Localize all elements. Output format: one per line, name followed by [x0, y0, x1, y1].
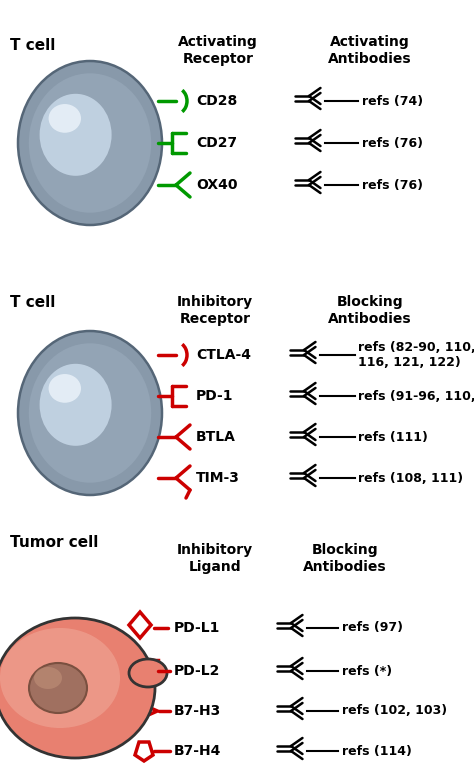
- Text: Blocking
Antibodies: Blocking Antibodies: [303, 543, 387, 574]
- Text: refs (*): refs (*): [342, 665, 392, 677]
- Text: B7-H3: B7-H3: [174, 704, 221, 718]
- Ellipse shape: [0, 618, 155, 758]
- Bar: [136, 660, 158, 682]
- Text: refs (108, 111): refs (108, 111): [358, 471, 463, 485]
- Text: OX40: OX40: [196, 178, 237, 192]
- Text: refs (74): refs (74): [362, 95, 423, 107]
- Text: Tumor cell: Tumor cell: [10, 535, 99, 550]
- Ellipse shape: [18, 61, 162, 225]
- Ellipse shape: [129, 659, 167, 687]
- Text: TIM-3: TIM-3: [196, 471, 240, 485]
- Text: Activating
Receptor: Activating Receptor: [178, 35, 258, 67]
- Text: BTLA: BTLA: [196, 430, 236, 444]
- Text: B7-H4: B7-H4: [174, 744, 221, 758]
- Text: refs (102, 103): refs (102, 103): [342, 705, 447, 717]
- Text: PD-L1: PD-L1: [174, 621, 220, 635]
- Text: refs (97): refs (97): [342, 622, 403, 634]
- Text: refs (114): refs (114): [342, 745, 412, 757]
- Text: T cell: T cell: [10, 295, 55, 310]
- Text: CTLA-4: CTLA-4: [196, 348, 251, 362]
- Text: refs (111): refs (111): [358, 431, 428, 443]
- Ellipse shape: [18, 331, 162, 495]
- Text: Blocking
Antibodies: Blocking Antibodies: [328, 295, 412, 327]
- Text: refs (76): refs (76): [362, 179, 423, 192]
- Ellipse shape: [40, 364, 111, 446]
- Ellipse shape: [0, 628, 120, 728]
- Ellipse shape: [34, 667, 62, 689]
- Ellipse shape: [29, 343, 151, 482]
- Text: T cell: T cell: [10, 38, 55, 53]
- Text: Inhibitory
Ligand: Inhibitory Ligand: [177, 543, 253, 574]
- Text: PD-L2: PD-L2: [174, 664, 220, 678]
- Ellipse shape: [49, 374, 81, 402]
- Text: CD27: CD27: [196, 136, 237, 150]
- Text: refs (91-96, 110, 111): refs (91-96, 110, 111): [358, 389, 474, 402]
- Ellipse shape: [29, 663, 87, 713]
- Text: refs (76): refs (76): [362, 136, 423, 150]
- Ellipse shape: [29, 74, 151, 213]
- Text: Inhibitory
Receptor: Inhibitory Receptor: [177, 295, 253, 327]
- Text: PD-1: PD-1: [196, 389, 234, 403]
- Text: CD28: CD28: [196, 94, 237, 108]
- Ellipse shape: [40, 94, 111, 176]
- Text: refs (82-90, 110, 114-
116, 121, 122): refs (82-90, 110, 114- 116, 121, 122): [358, 341, 474, 369]
- Ellipse shape: [49, 104, 81, 133]
- Text: Activating
Antibodies: Activating Antibodies: [328, 35, 412, 67]
